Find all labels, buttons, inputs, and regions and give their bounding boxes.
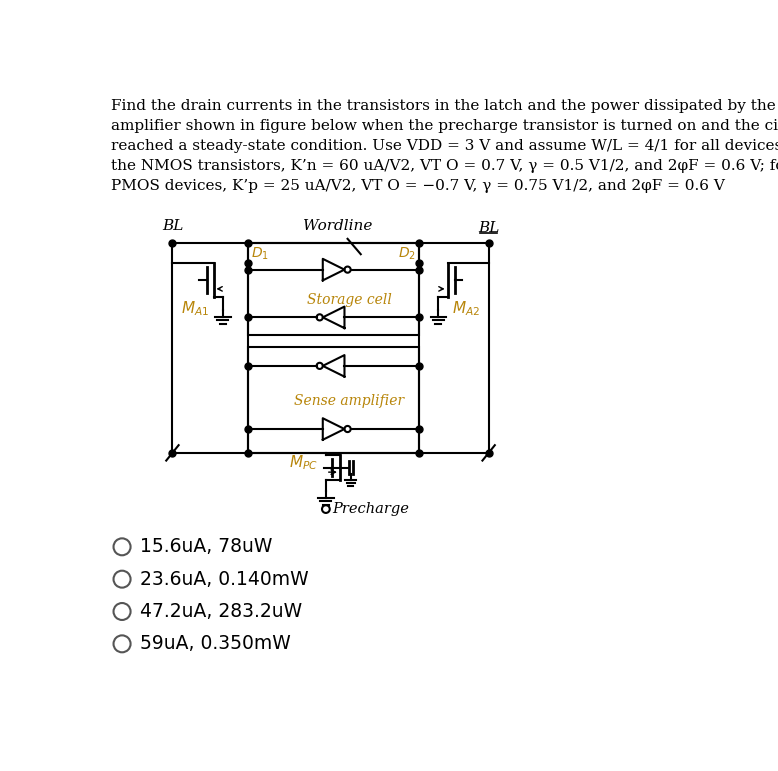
Text: Precharge: Precharge (332, 502, 409, 516)
Text: 23.6uA, 0.140mW: 23.6uA, 0.140mW (140, 570, 309, 589)
Text: BL: BL (162, 219, 183, 233)
Bar (248, 347, 419, 453)
Text: BL: BL (478, 221, 499, 235)
Text: $M_{A1}$: $M_{A1}$ (180, 300, 209, 318)
Text: Sense amplifier: Sense amplifier (294, 393, 405, 408)
Text: $D_2$: $D_2$ (398, 245, 415, 262)
Text: $D_1$: $D_1$ (251, 245, 269, 262)
Text: 15.6uA, 78uW: 15.6uA, 78uW (140, 537, 272, 557)
Text: Wordline: Wordline (303, 219, 372, 233)
Bar (248, 243, 419, 335)
Text: $M_{A2}$: $M_{A2}$ (452, 300, 480, 318)
Text: 47.2uA, 283.2uW: 47.2uA, 283.2uW (140, 602, 302, 621)
Text: $M_{PC}$: $M_{PC}$ (289, 453, 318, 473)
Text: 59uA, 0.350mW: 59uA, 0.350mW (140, 635, 291, 653)
Text: Storage cell: Storage cell (307, 294, 391, 308)
Text: Find the drain currents in the transistors in the latch and the power dissipated: Find the drain currents in the transisto… (111, 99, 778, 193)
